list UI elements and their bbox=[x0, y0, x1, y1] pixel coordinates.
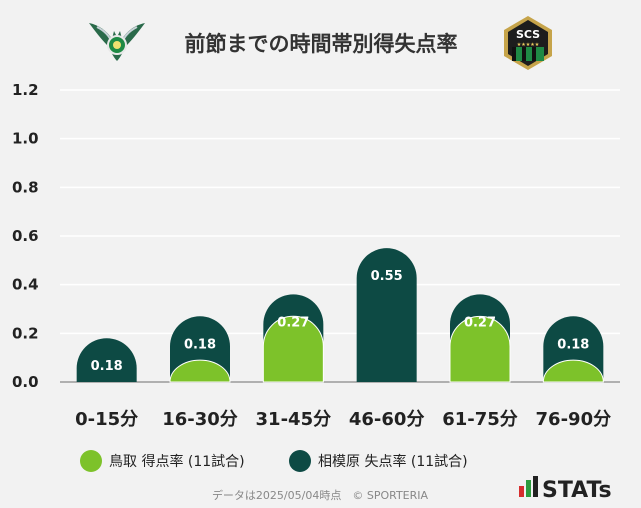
x-tick-label: 61-75分 bbox=[442, 409, 518, 430]
y-tick-label: 0.0 bbox=[12, 373, 39, 391]
x-axis: 0-15分 16-30分 31-45分 46-60分 61-75分 76-90分 bbox=[75, 409, 611, 430]
stats-logo-bar-dark bbox=[533, 476, 538, 497]
y-tick-label: 0.8 bbox=[12, 178, 39, 196]
away-logo-stars: ★★★★★ bbox=[517, 42, 540, 48]
legend-marker-scored bbox=[80, 450, 102, 472]
x-tick-label: 46-60分 bbox=[349, 409, 425, 430]
chart-title: 前節までの時間帯別得失点率 bbox=[185, 32, 458, 56]
y-tick-label: 0.2 bbox=[12, 324, 39, 342]
footer-note: データは2025/05/04時点 © SPORTERIA bbox=[212, 488, 429, 502]
stats-brand: STATs bbox=[542, 478, 612, 503]
y-tick-label: 1.2 bbox=[12, 81, 39, 99]
y-axis: 0.0 0.2 0.4 0.6 0.8 1.0 1.2 bbox=[12, 81, 39, 391]
x-tick-label: 76-90分 bbox=[536, 409, 612, 430]
stats-logo: STATs bbox=[519, 476, 612, 503]
stats-logo-bar-green bbox=[526, 480, 531, 497]
y-tick-label: 0.4 bbox=[12, 276, 39, 294]
data-label: 0.18 bbox=[184, 337, 216, 352]
away-team-logo: SCS ★★★★★ bbox=[504, 16, 552, 70]
data-label: 0.55 bbox=[371, 269, 403, 284]
x-tick-label: 31-45分 bbox=[256, 409, 332, 430]
legend-label-conceded: 相模原 失点率 (11試合) bbox=[318, 453, 468, 470]
legend: 鳥取 得点率 (11試合) 相模原 失点率 (11試合) bbox=[80, 450, 468, 472]
bar-scored bbox=[262, 315, 324, 383]
stats-logo-bar-red bbox=[519, 486, 524, 497]
data-label: 0.18 bbox=[557, 337, 589, 352]
y-tick-label: 1.0 bbox=[12, 130, 39, 148]
y-tick-label: 0.6 bbox=[12, 227, 39, 245]
home-team-logo bbox=[89, 23, 145, 61]
bar-conceded bbox=[76, 338, 137, 382]
bar-scored bbox=[542, 359, 604, 383]
x-tick-label: 0-15分 bbox=[75, 409, 138, 430]
legend-marker-conceded bbox=[289, 450, 311, 472]
data-label: 0.27 bbox=[464, 315, 496, 330]
bar-conceded bbox=[356, 248, 417, 382]
bars: 0.18 0.18 0.27 0.55 0.27 0.18 bbox=[76, 248, 604, 383]
bar-scored bbox=[449, 315, 511, 383]
data-label: 0.18 bbox=[91, 359, 123, 374]
gridlines bbox=[60, 89, 620, 383]
away-logo-text: SCS bbox=[516, 28, 540, 41]
legend-label-scored: 鳥取 得点率 (11試合) bbox=[109, 453, 245, 470]
bar-scored bbox=[169, 359, 231, 383]
x-tick-label: 16-30分 bbox=[162, 409, 238, 430]
data-label: 0.27 bbox=[277, 315, 309, 330]
